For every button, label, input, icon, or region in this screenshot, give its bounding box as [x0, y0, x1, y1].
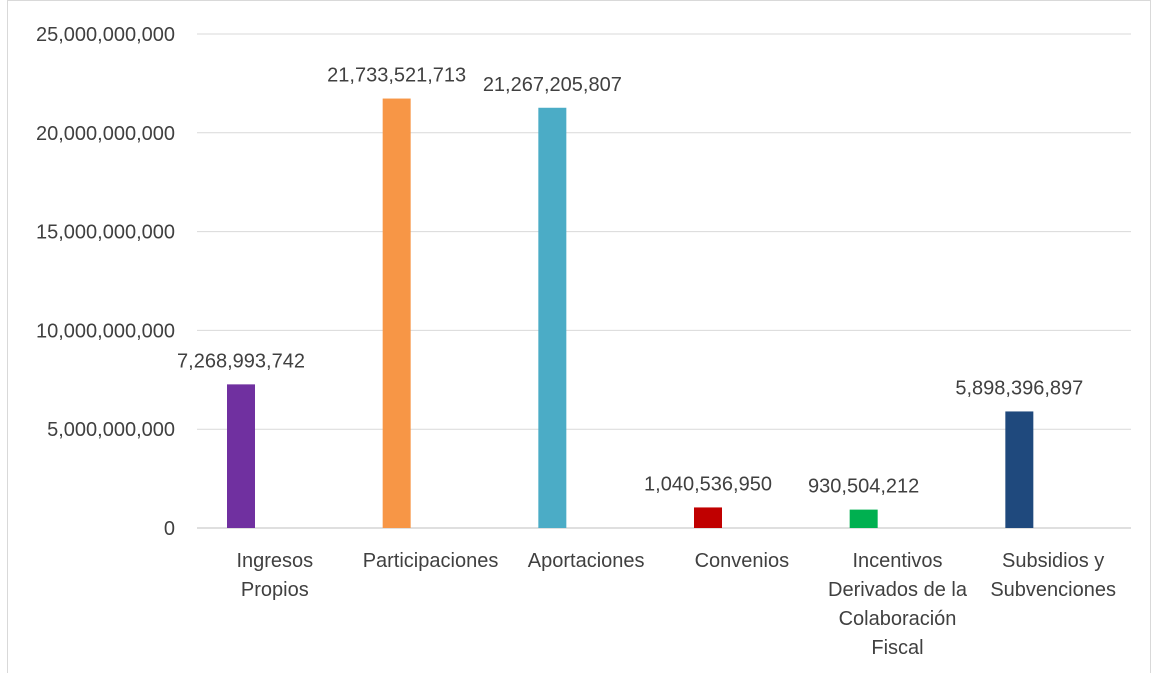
- category-label: Aportaciones: [528, 550, 645, 572]
- category-label: Colaboración: [839, 608, 957, 630]
- category-label: Convenios: [695, 550, 790, 572]
- category-label: Fiscal: [871, 637, 923, 659]
- category-label: Propios: [241, 579, 309, 601]
- bar: [227, 384, 255, 528]
- y-tick-label: 5,000,000,000: [47, 419, 175, 441]
- data-label: 21,267,205,807: [483, 74, 622, 96]
- data-label: 7,268,993,742: [177, 350, 305, 372]
- category-label: Subvenciones: [990, 579, 1116, 601]
- y-tick-label: 15,000,000,000: [36, 222, 175, 244]
- bar: [382, 98, 411, 529]
- category-label: Derivados de la: [828, 579, 968, 601]
- data-label: 21,733,521,713: [327, 65, 466, 87]
- y-tick-label: 20,000,000,000: [36, 123, 175, 145]
- chart-frame: [7, 0, 1151, 673]
- category-label: Participaciones: [363, 550, 499, 572]
- data-label: 930,504,212: [808, 476, 919, 498]
- category-label: Incentivos: [852, 550, 942, 572]
- bar: [1005, 411, 1034, 528]
- bar: [849, 509, 878, 528]
- y-tick-label: 25,000,000,000: [36, 24, 175, 46]
- data-label: 5,898,396,897: [955, 377, 1083, 399]
- y-tick-label: 0: [164, 518, 175, 540]
- category-label: Ingresos: [236, 550, 313, 572]
- data-label: 1,040,536,950: [644, 473, 772, 495]
- bar: [694, 507, 722, 528]
- category-label: Subsidios y: [1002, 550, 1104, 572]
- bar: [538, 107, 567, 528]
- y-tick-label: 10,000,000,000: [36, 320, 175, 342]
